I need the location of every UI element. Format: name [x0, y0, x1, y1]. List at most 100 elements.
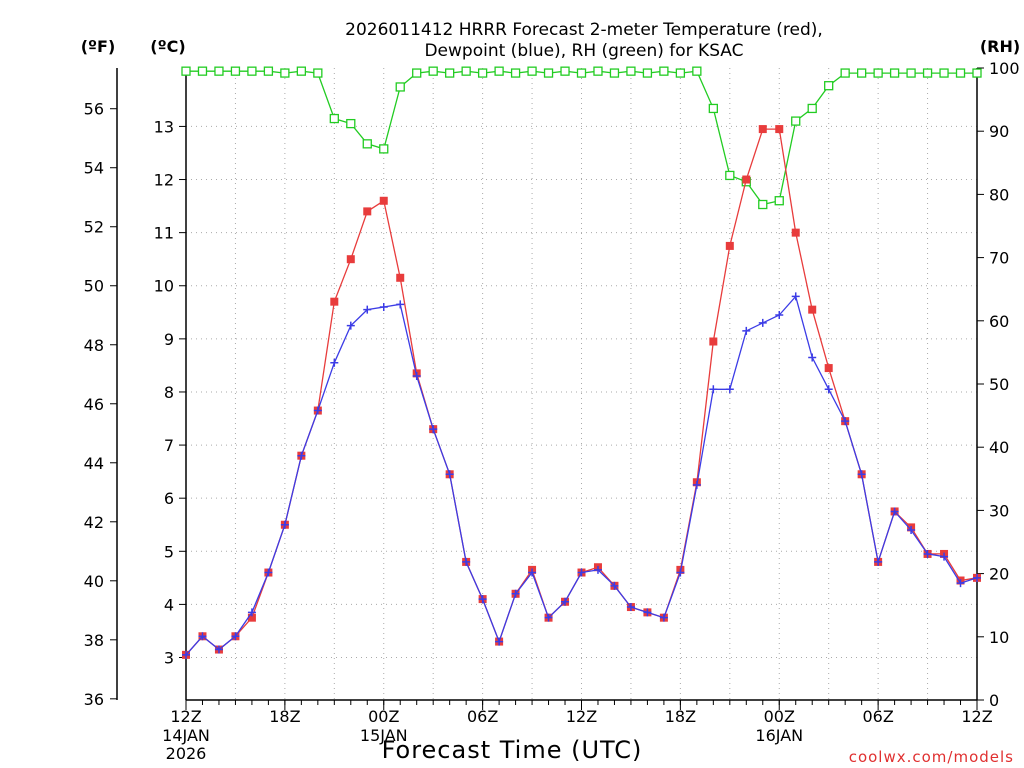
temperature-point	[758, 125, 767, 134]
rh-point	[758, 199, 768, 210]
series-rh	[181, 66, 982, 210]
rh-point	[461, 66, 471, 76]
temperature-point	[742, 175, 751, 184]
x-tick-label: 06Z	[862, 707, 893, 726]
f-tick-label: 42	[84, 513, 104, 532]
dewpoint-point	[659, 613, 668, 622]
dewpoint-point	[495, 637, 504, 646]
dewpoint-point	[511, 589, 520, 598]
temperature-point	[791, 228, 800, 237]
dewpoint-point	[379, 302, 388, 311]
f-tick-label: 54	[84, 159, 104, 178]
rh-point	[510, 68, 521, 78]
rh-tick-label: 50	[989, 375, 1009, 394]
dewpoint-point	[198, 632, 207, 641]
dewpoint-point	[742, 326, 751, 335]
rh-point	[609, 68, 620, 78]
c-tick-label: 10	[154, 277, 174, 296]
dewpoint-point	[610, 581, 619, 590]
f-tick-label: 50	[84, 277, 104, 296]
x-tick-label: 12Z	[566, 707, 597, 726]
c-tick-label: 13	[154, 117, 174, 136]
dewpoint-point	[577, 568, 586, 577]
temperature-point	[346, 255, 355, 264]
dewpoint-point	[643, 608, 652, 617]
rh-point	[824, 81, 834, 91]
rh-point	[791, 116, 801, 126]
temperature-point	[725, 241, 734, 250]
rh-tick-label: 70	[989, 249, 1009, 268]
c-tick-label: 6	[164, 489, 174, 508]
left-c-unit-label: (ºC)	[150, 37, 185, 56]
rh-point	[560, 66, 570, 76]
rh-point	[296, 66, 307, 76]
x-tick-label: 12Z	[170, 707, 201, 726]
rh-point	[543, 68, 554, 78]
x-tick-label: 18Z	[665, 707, 696, 726]
rh-point	[263, 66, 274, 76]
dewpoint-point	[874, 557, 883, 566]
rh-point	[626, 66, 636, 76]
dewpoint-point	[907, 526, 916, 535]
rh-point	[774, 196, 784, 206]
dewpoint-point	[396, 300, 405, 309]
rh-point	[247, 66, 257, 76]
rh-point	[889, 68, 900, 78]
rh-tick-label: 30	[989, 501, 1009, 520]
f-tick-label: 36	[84, 690, 104, 709]
temperature-point	[775, 125, 784, 134]
dewpoint-point	[923, 549, 932, 558]
temperature-point	[330, 297, 339, 306]
rh-point	[313, 68, 323, 78]
x-tick-date-label: 14JAN	[162, 726, 210, 745]
dewpoint-point	[857, 470, 866, 479]
c-tick-label: 12	[154, 171, 174, 190]
rh-point	[708, 103, 718, 114]
series-dewpoint	[182, 292, 981, 659]
rh-point	[395, 82, 405, 92]
rh-point	[692, 66, 702, 76]
dewpoint-point	[182, 650, 190, 659]
x-tick-label: 06Z	[467, 707, 498, 726]
dewpoint-point	[247, 608, 256, 617]
x-tick-label: 00Z	[764, 707, 795, 726]
rh-point	[379, 144, 389, 154]
rh-tick-label: 60	[989, 312, 1009, 331]
dewpoint-point	[297, 451, 306, 460]
rh-tick-label: 20	[989, 565, 1009, 584]
dewpoint-point	[676, 568, 685, 577]
dewpoint-point	[561, 597, 570, 606]
x-tick-label: 00Z	[368, 707, 399, 726]
rh-point	[939, 68, 949, 78]
dewpoint-point	[841, 417, 850, 426]
temperature-point	[247, 613, 256, 622]
rh-point	[527, 66, 537, 76]
dewpoint-point	[412, 372, 421, 381]
f-tick-label: 56	[84, 100, 104, 119]
f-tick-label: 48	[84, 336, 104, 355]
grid	[186, 68, 977, 700]
credit-text: coolwx.com/models	[849, 748, 1014, 766]
rh-tick-label: 100	[989, 59, 1020, 78]
c-tick-label: 9	[164, 330, 174, 349]
temperature-point	[824, 364, 833, 373]
dewpoint-point	[890, 507, 899, 516]
rh-point	[181, 66, 191, 76]
dewpoint-point	[214, 645, 223, 654]
rh-point	[362, 139, 372, 149]
dewpoint-point	[280, 520, 289, 529]
c-tick-label: 4	[164, 595, 174, 614]
rh-point	[972, 68, 982, 78]
rh-point	[906, 68, 916, 78]
rh-point	[593, 66, 603, 76]
rh-point	[725, 170, 735, 181]
dewpoint-point	[363, 305, 372, 314]
rh-point	[445, 68, 455, 78]
left-f-unit-label: (ºF)	[81, 37, 116, 56]
x-tick-label: 12Z	[961, 707, 992, 726]
dewpoint-point	[758, 318, 767, 327]
c-tick-label: 11	[154, 224, 174, 243]
rh-point	[494, 66, 504, 76]
dewpoint-point	[528, 568, 537, 577]
